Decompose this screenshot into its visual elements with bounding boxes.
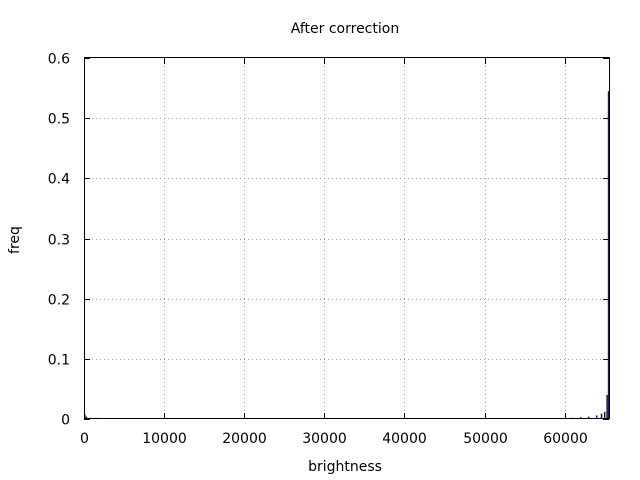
y-tick-label: 0.1: [48, 353, 70, 369]
histogram-bar: [600, 413, 603, 419]
grid: [84, 58, 609, 419]
y-tick-label: 0.5: [48, 112, 70, 128]
histogram-bar: [85, 416, 88, 419]
x-tick-label: 20000: [222, 431, 267, 447]
y-tick-label: 0.3: [48, 233, 70, 249]
x-tick-label: 30000: [302, 431, 347, 447]
histogram-bar: [606, 394, 608, 419]
y-tick-label: 0.4: [48, 172, 70, 188]
bars: [84, 91, 610, 419]
x-tick-label: 0: [80, 431, 89, 447]
x-tick-label: 40000: [382, 431, 427, 447]
y-tick-label: 0: [61, 413, 70, 429]
histogram-bar: [587, 416, 590, 419]
x-tick-label: 50000: [463, 431, 508, 447]
histogram-bar: [603, 411, 606, 419]
x-axis-label: brightness: [308, 459, 382, 475]
plot-frame: [84, 57, 610, 419]
y-tick-label: 0.2: [48, 293, 70, 309]
x-tick-label: 60000: [543, 431, 588, 447]
histogram-bar: [595, 415, 598, 419]
chart-title: After correction: [291, 21, 399, 37]
y-axis: 0 0.1 0.2 0.3 0.4 0.5 0.6: [48, 52, 609, 429]
y-tick-label: 0.6: [48, 52, 70, 68]
x-tick-label: 10000: [142, 431, 187, 447]
histogram-bar: [607, 91, 610, 419]
x-axis: 0 10000 20000 30000 40000 50000 60000: [80, 58, 588, 447]
y-axis-label: freq: [7, 226, 23, 254]
